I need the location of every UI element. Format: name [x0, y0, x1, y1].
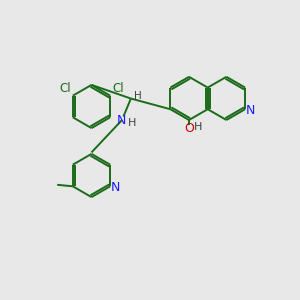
- Text: N: N: [246, 104, 255, 117]
- Text: Cl: Cl: [112, 82, 124, 95]
- Text: H: H: [128, 118, 136, 128]
- Text: N: N: [117, 114, 127, 127]
- Text: N: N: [111, 181, 120, 194]
- Text: Cl: Cl: [59, 82, 71, 95]
- Text: H: H: [194, 122, 202, 132]
- Text: H: H: [134, 91, 141, 100]
- Text: O: O: [184, 122, 194, 135]
